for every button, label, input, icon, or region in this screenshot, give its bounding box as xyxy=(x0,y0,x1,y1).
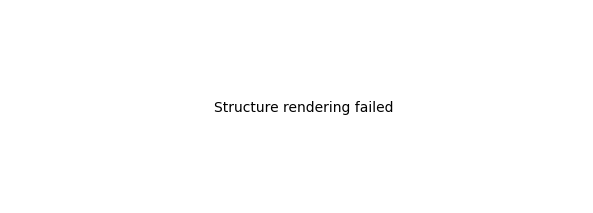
Text: Structure rendering failed: Structure rendering failed xyxy=(214,101,394,115)
